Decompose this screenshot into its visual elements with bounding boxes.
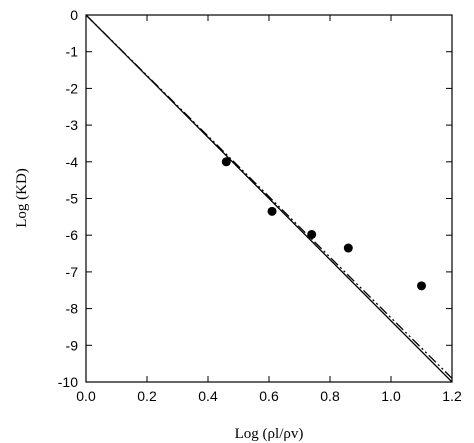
y-tick-label: -5 bbox=[66, 191, 79, 207]
x-tick-label: 1.2 bbox=[442, 388, 462, 404]
x-tick-label: 0.2 bbox=[137, 388, 157, 404]
x-tick-label: 0.6 bbox=[259, 388, 279, 404]
y-tick-label: -1 bbox=[66, 44, 79, 60]
y-tick-label: -2 bbox=[66, 80, 79, 96]
data-points bbox=[221, 157, 426, 291]
y-tick-label: -4 bbox=[66, 154, 79, 170]
tick-labels: 0.0 0.2 0.4 0.6 0.8 1.0 1.2 0 -1 -2 -3 -4 -5 -6 -7 -8 -9… bbox=[58, 7, 462, 404]
y-tick-label: -8 bbox=[66, 301, 79, 317]
y-tick-label: -7 bbox=[66, 264, 79, 280]
dash-dot-fit-line bbox=[85, 14, 453, 379]
ticks bbox=[85, 14, 453, 383]
y-tick-label: -6 bbox=[66, 227, 79, 243]
y-tick-label: -3 bbox=[66, 117, 79, 133]
y-tick-label: -10 bbox=[58, 374, 78, 390]
data-point bbox=[267, 206, 277, 216]
y-tick-label: -9 bbox=[66, 337, 79, 353]
data-point bbox=[307, 229, 317, 239]
x-tick-label: 0.4 bbox=[198, 388, 218, 404]
x-tick-label: 1.0 bbox=[381, 388, 401, 404]
data-point bbox=[221, 157, 231, 167]
x-axis-title: Log (ρl/ρv) bbox=[235, 426, 304, 442]
x-tick-label: 0.8 bbox=[320, 388, 340, 404]
y-axis-title: Log (KD) bbox=[14, 168, 30, 228]
data-point bbox=[417, 281, 426, 291]
solid-fit-line bbox=[85, 14, 453, 383]
y-tick-label: 0 bbox=[70, 7, 78, 23]
series-lines bbox=[85, 14, 453, 383]
x-tick-label: 0.0 bbox=[76, 388, 96, 404]
data-point bbox=[343, 243, 353, 253]
